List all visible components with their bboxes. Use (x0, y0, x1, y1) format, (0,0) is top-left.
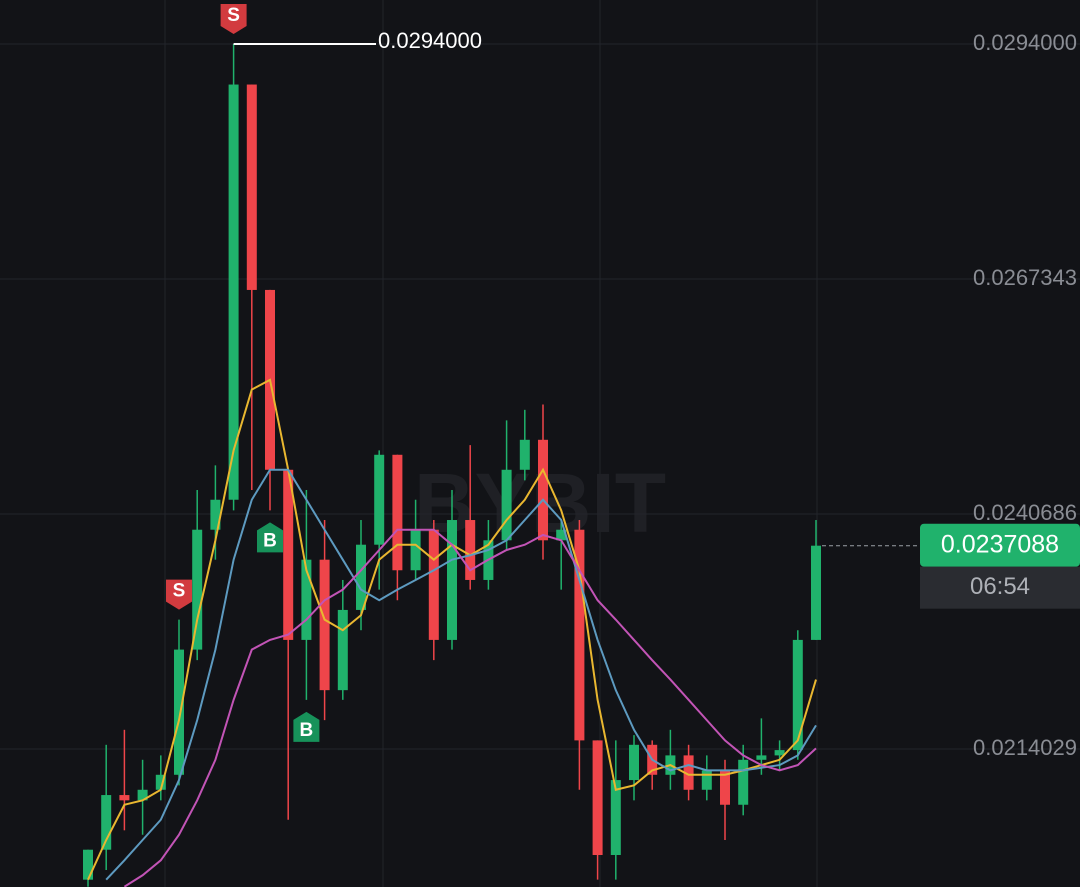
candle-body (192, 529, 203, 650)
candle-body (592, 740, 603, 856)
candle-body (174, 649, 184, 775)
y-tick-label: 0.0294000 (973, 30, 1077, 55)
candle-body (519, 439, 530, 470)
candle-body (501, 469, 512, 541)
signal-marker: B (257, 522, 283, 553)
signal-label: S (173, 581, 186, 602)
signal-badge (293, 711, 320, 742)
high-marker-label: 0.0294000 (378, 28, 482, 53)
candle-body (428, 529, 439, 640)
candle-body (701, 770, 712, 790)
candle-body (319, 559, 330, 691)
time-grid (164, 0, 818, 887)
y-tick-label: 0.0267343 (973, 265, 1077, 290)
ma-line (123, 528, 817, 887)
signal-badge (166, 579, 192, 610)
candle-body (137, 789, 148, 801)
candle-body (756, 755, 767, 760)
signal-marker: S (166, 579, 192, 610)
candle-body (574, 529, 585, 741)
candle-body (811, 545, 821, 640)
candle-body (301, 559, 312, 640)
y-tick-label: 0.0240686 (973, 500, 1077, 525)
candle-body (447, 520, 457, 640)
candle-body (410, 529, 421, 571)
candle-body (374, 454, 385, 545)
last-price-label: 0.0237088 (941, 530, 1059, 558)
candle-body (246, 84, 257, 290)
candle-body (683, 755, 694, 790)
signal-badge (220, 3, 247, 34)
candle-body (155, 774, 166, 790)
countdown-box (920, 566, 1080, 609)
candle-body (283, 469, 294, 640)
candle-body (720, 770, 730, 805)
signal-marker: B (293, 711, 320, 742)
countdown-label: 06:54 (970, 573, 1030, 600)
signal-badge (257, 522, 283, 553)
signal-label: B (300, 720, 314, 741)
y-tick-label: 0.0214029 (973, 735, 1077, 760)
candle-body (538, 439, 548, 541)
candle-body (465, 520, 476, 580)
candle-body (792, 639, 803, 751)
candle-body (210, 499, 221, 530)
candle-body (101, 795, 112, 850)
candle-body (83, 849, 93, 880)
candle-body (556, 529, 567, 541)
candle-body (356, 544, 366, 610)
candle-body (392, 454, 403, 571)
signal-label: B (263, 530, 277, 551)
signal-marker: S (220, 3, 247, 34)
candle-body (629, 744, 639, 781)
candle-body (774, 750, 785, 756)
candle-body (738, 759, 749, 805)
signal-label: S (227, 5, 240, 26)
candle-body (119, 795, 130, 801)
candle-body (228, 84, 239, 500)
last-price-box (920, 523, 1080, 567)
candle-body (610, 780, 621, 856)
candle-body (337, 609, 348, 691)
